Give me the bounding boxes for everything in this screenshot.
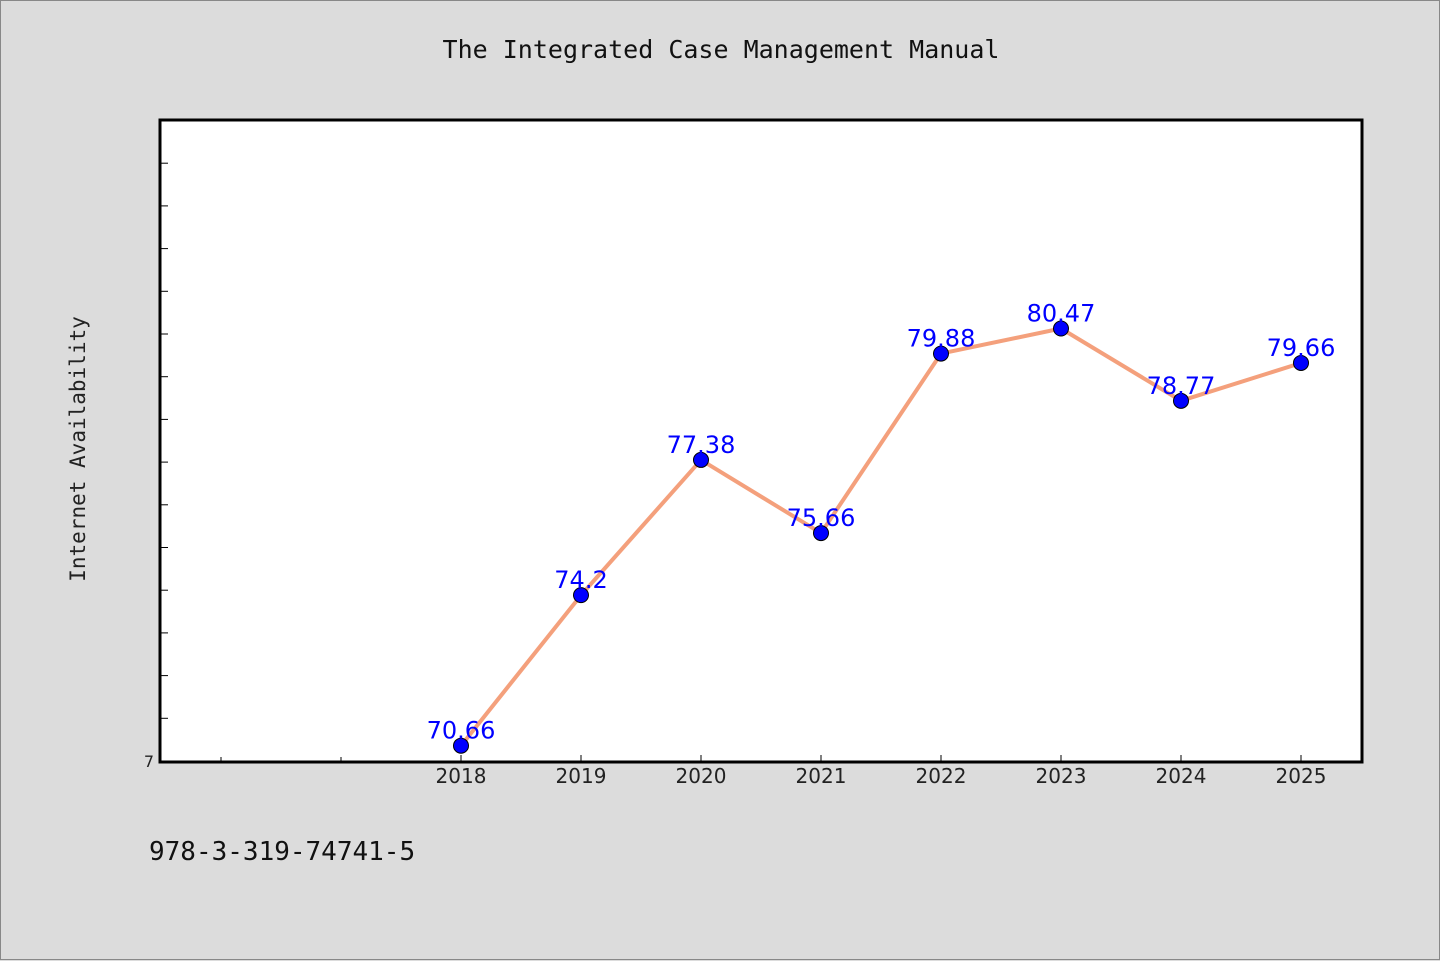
x-tick-label: 2021: [796, 764, 847, 788]
data-label: 79.88: [907, 325, 976, 353]
y-axis-ticks: [161, 162, 168, 762]
data-point: [453, 737, 469, 754]
data-label: 74.2: [554, 566, 607, 594]
x-tick-label: 2020: [676, 764, 727, 788]
chart-title: The Integrated Case Management Manual: [442, 35, 1000, 64]
data-label: 75.66: [787, 504, 856, 532]
data-point: [573, 587, 589, 604]
x-tick-label: 2023: [1036, 764, 1087, 788]
data-point: [1053, 320, 1069, 337]
data-label: 77.38: [667, 431, 736, 459]
x-tick-label: 2025: [1276, 764, 1327, 788]
x-tick-label: 2024: [1156, 764, 1207, 788]
isbn-text: 978-3-319-74741-5: [149, 837, 416, 867]
data-label: 79.66: [1267, 334, 1336, 362]
data-label: 78.77: [1147, 372, 1216, 400]
data-point: [933, 345, 949, 362]
plot-area: [158, 118, 1364, 764]
x-tick-label: 2019: [556, 764, 607, 788]
data-point: [813, 525, 829, 542]
data-markers: [453, 320, 1309, 754]
data-point: [1293, 354, 1309, 371]
data-point: [693, 451, 709, 468]
data-label: 80.47: [1027, 300, 1096, 328]
y-tick-label: 7: [144, 752, 154, 771]
x-axis-ticks: 2018 2019 2020 2021 2022 2023 2024 2025: [220, 755, 1327, 788]
data-label: 70.66: [427, 717, 496, 745]
x-tick-label: 2018: [436, 764, 487, 788]
x-tick-label: 2022: [916, 764, 967, 788]
data-labels: 70.66 74.2 77.38 75.66 79.88 80.47 78.77 79.66: [427, 300, 1336, 745]
series-line: [459, 326, 1302, 747]
data-point: [1173, 392, 1189, 409]
